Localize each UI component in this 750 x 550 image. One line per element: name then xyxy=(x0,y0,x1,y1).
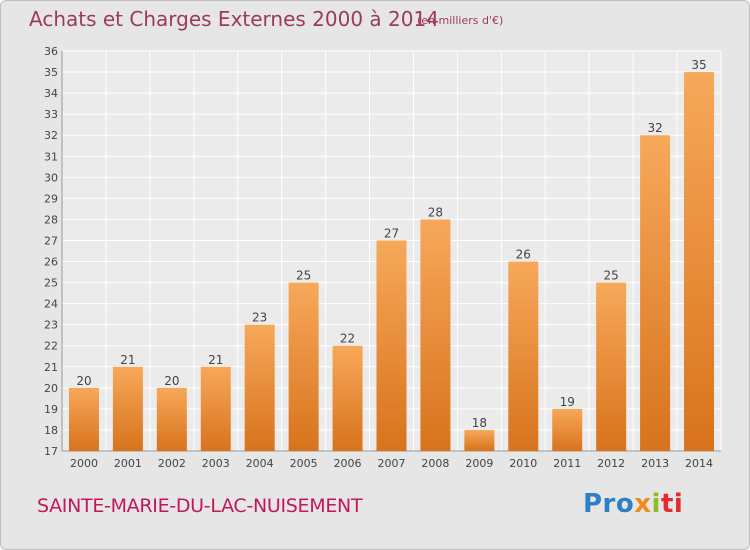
x-tick-label: 2012 xyxy=(597,457,625,470)
x-tick-label: 2010 xyxy=(509,457,537,470)
bar-2012 xyxy=(596,282,627,451)
x-tick-label: 2000 xyxy=(70,457,98,470)
y-tick-label: 29 xyxy=(44,192,58,205)
data-label: 35 xyxy=(691,58,706,72)
x-tick-label: 2013 xyxy=(641,457,669,470)
data-label: 25 xyxy=(604,269,619,283)
x-tick-label: 2007 xyxy=(378,457,406,470)
y-tick-label: 27 xyxy=(44,234,58,247)
bar-2002 xyxy=(156,387,187,451)
bar-2007 xyxy=(376,240,407,451)
x-tick-label: 2006 xyxy=(334,457,362,470)
x-tick-label: 2004 xyxy=(246,457,274,470)
y-tick-label: 23 xyxy=(44,319,58,332)
data-label: 25 xyxy=(296,269,311,283)
bar-2004 xyxy=(244,324,275,451)
logo-part-2: x xyxy=(634,489,652,519)
y-tick-label: 33 xyxy=(44,108,58,121)
x-tick-label: 2002 xyxy=(158,457,186,470)
data-label: 26 xyxy=(516,248,531,262)
bar-2001 xyxy=(112,366,143,451)
data-label: 20 xyxy=(76,374,91,388)
bar-2009 xyxy=(464,429,495,451)
data-label: 27 xyxy=(384,226,399,240)
bar-2013 xyxy=(640,135,671,452)
place-name: SAINTE-MARIE-DU-LAC-NUISEMENT xyxy=(37,495,363,517)
x-tick-label: 2003 xyxy=(202,457,230,470)
y-tick-label: 31 xyxy=(44,150,58,163)
logo-part-3: i xyxy=(651,489,661,519)
y-tick-label: 22 xyxy=(44,340,58,353)
bar-2010 xyxy=(508,261,539,451)
data-label: 21 xyxy=(120,353,135,367)
y-tick-label: 24 xyxy=(44,298,58,311)
y-tick-label: 17 xyxy=(44,445,58,458)
data-label: 19 xyxy=(560,395,575,409)
bar-2003 xyxy=(200,366,231,451)
chart-title: Achats et Charges Externes 2000 à 2014 xyxy=(29,7,439,31)
y-tick-label: 25 xyxy=(44,277,58,290)
bar-2006 xyxy=(332,345,363,451)
y-tick-label: 19 xyxy=(44,403,58,416)
bar-2011 xyxy=(552,408,583,451)
y-tick-label: 21 xyxy=(44,361,58,374)
bar-2008 xyxy=(420,219,451,451)
data-label: 28 xyxy=(428,205,443,219)
proxiti-logo: Proxiti xyxy=(583,489,683,519)
logo-part-4: ti xyxy=(660,489,684,519)
data-label: 21 xyxy=(208,353,223,367)
bar-2014 xyxy=(684,72,715,451)
x-tick-label: 2005 xyxy=(290,457,318,470)
data-label: 20 xyxy=(164,374,179,388)
x-tick-label: 2011 xyxy=(553,457,581,470)
y-tick-label: 35 xyxy=(44,66,58,79)
x-tick-label: 2014 xyxy=(685,457,713,470)
bar-2000 xyxy=(68,387,99,451)
y-tick-label: 28 xyxy=(44,213,58,226)
data-label: 23 xyxy=(252,311,267,325)
bar-2005 xyxy=(288,282,319,451)
data-label: 22 xyxy=(340,332,355,346)
chart-subtitle: (en milliers d'€) xyxy=(417,14,504,27)
data-label: 32 xyxy=(647,121,662,135)
x-tick-label: 2001 xyxy=(114,457,142,470)
y-tick-label: 18 xyxy=(44,424,58,437)
x-tick-label: 2008 xyxy=(421,457,449,470)
y-tick-label: 34 xyxy=(44,87,58,100)
logo-part-1: Pro xyxy=(583,489,635,519)
y-tick-label: 20 xyxy=(44,382,58,395)
data-label: 18 xyxy=(472,416,487,430)
y-tick-label: 36 xyxy=(44,45,58,58)
y-tick-label: 30 xyxy=(44,171,58,184)
x-tick-label: 2009 xyxy=(465,457,493,470)
y-tick-label: 32 xyxy=(44,129,58,142)
y-tick-label: 26 xyxy=(44,256,58,269)
